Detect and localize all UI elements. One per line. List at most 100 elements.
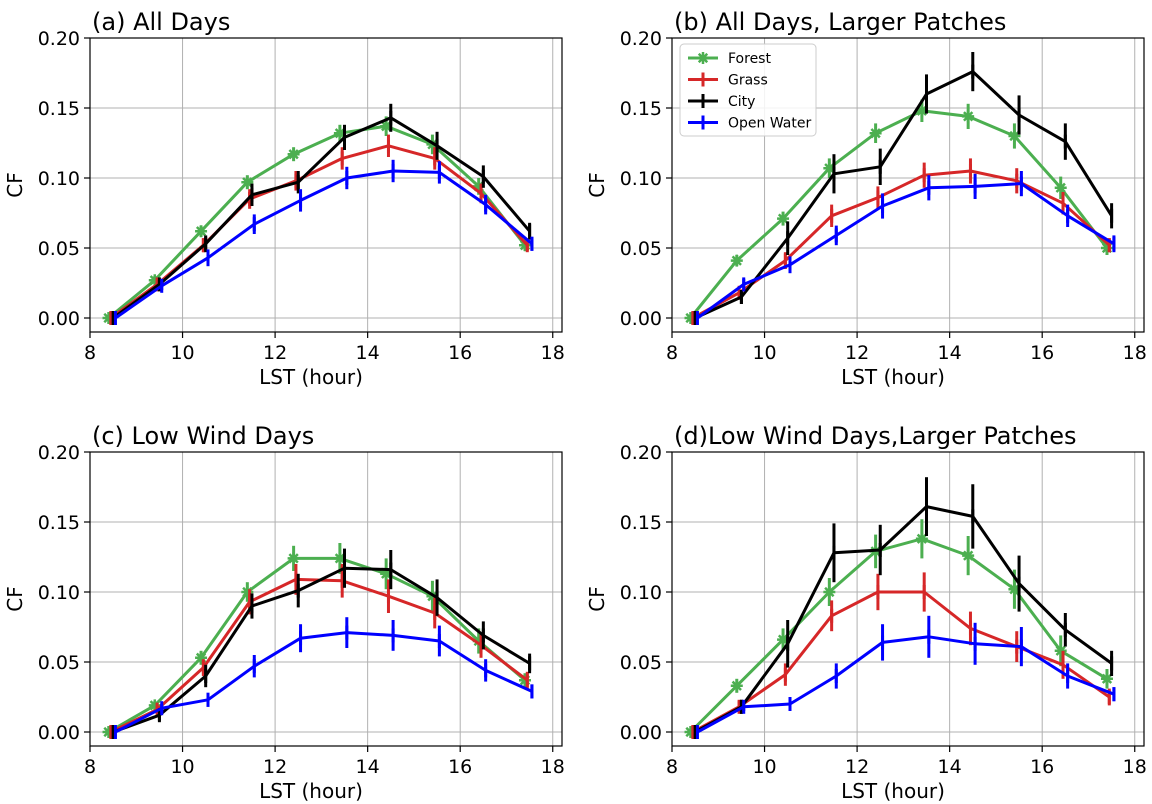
x-tick-label: 10 bbox=[170, 756, 194, 778]
data-point-forest bbox=[195, 651, 208, 664]
data-point-forest bbox=[380, 120, 393, 133]
y-tick-label: 0.00 bbox=[38, 308, 80, 330]
chart-panel-b: 8 10 12 14 16 18 0.00 0.05 0.10 0.15 0.20 (b) All D… bbox=[585, 8, 1147, 389]
data-point-forest bbox=[518, 239, 531, 252]
data-point-forest bbox=[1100, 242, 1113, 254]
data-point-forest bbox=[287, 148, 300, 161]
data-point-forest bbox=[823, 162, 836, 175]
x-tick-label: 12 bbox=[263, 756, 287, 778]
chart-panel-a: 8 10 12 14 16 18 0.00 0.05 0.10 0.15 0.20 (a) All D… bbox=[3, 8, 565, 389]
series-line-city bbox=[112, 116, 531, 320]
y-tick-label: 0.05 bbox=[620, 238, 662, 260]
series-line-forest bbox=[689, 109, 1109, 319]
x-tick-label: 18 bbox=[1123, 756, 1147, 778]
series-line-forest bbox=[107, 124, 527, 320]
y-tick-label: 0.05 bbox=[620, 652, 662, 674]
series-line-open-water bbox=[696, 182, 1115, 320]
panel-title: (a) All Days bbox=[92, 8, 230, 36]
x-tick-label: 18 bbox=[1123, 342, 1147, 364]
legend: Forest Grass City Open Water bbox=[679, 43, 817, 137]
data-point-forest bbox=[333, 127, 346, 140]
series-line-open-water bbox=[114, 631, 533, 734]
series-line-open-water bbox=[696, 635, 1115, 734]
y-tick-label: 0.10 bbox=[620, 582, 662, 604]
panel-title: (d)Low Wind Days,Larger Patches bbox=[674, 422, 1077, 450]
x-tick-label: 10 bbox=[752, 756, 776, 778]
x-tick-label: 12 bbox=[845, 342, 869, 364]
data-point-forest bbox=[102, 726, 115, 738]
data-point-forest bbox=[1054, 644, 1067, 657]
plot-frame bbox=[671, 37, 1145, 333]
y-tick-label: 0.00 bbox=[38, 722, 80, 744]
y-tick-label: 0.00 bbox=[620, 722, 662, 744]
x-tick-label: 16 bbox=[1030, 342, 1054, 364]
plot-frame bbox=[671, 451, 1145, 747]
y-tick-label: 0.15 bbox=[38, 512, 80, 534]
y-tick-label: 0.20 bbox=[620, 28, 662, 50]
y-tick-label: 0.10 bbox=[620, 168, 662, 190]
x-axis-label: LST (hour) bbox=[841, 365, 945, 389]
legend-marker-forest bbox=[697, 52, 709, 64]
plot-frame bbox=[89, 37, 563, 333]
y-axis-label: CF bbox=[3, 172, 27, 197]
series-line-grass bbox=[692, 590, 1111, 734]
series-line-city bbox=[694, 505, 1113, 734]
data-point-forest bbox=[915, 532, 928, 545]
data-point-forest bbox=[148, 699, 161, 712]
x-tick-label: 10 bbox=[170, 342, 194, 364]
x-tick-label: 16 bbox=[448, 342, 472, 364]
series-line-forest bbox=[107, 556, 526, 734]
x-tick-label: 12 bbox=[263, 342, 287, 364]
data-point-forest bbox=[1008, 583, 1021, 596]
legend-label-grass: Grass bbox=[728, 73, 768, 89]
data-point-forest bbox=[915, 104, 928, 117]
y-axis-label: CF bbox=[3, 586, 27, 611]
data-point-forest bbox=[380, 567, 393, 580]
y-tick-label: 0.15 bbox=[620, 98, 662, 120]
data-point-forest bbox=[777, 633, 790, 646]
data-point-forest bbox=[472, 180, 485, 193]
data-point-forest bbox=[148, 274, 161, 287]
legend-label-city: City bbox=[728, 94, 755, 110]
data-point-forest bbox=[962, 549, 975, 562]
data-point-forest bbox=[333, 552, 346, 565]
y-tick-label: 0.20 bbox=[38, 442, 80, 464]
panel-title: (c) Low Wind Days bbox=[92, 422, 314, 450]
panel-title: (b) All Days, Larger Patches bbox=[674, 8, 1006, 36]
data-point-forest bbox=[472, 635, 485, 647]
y-tick-label: 0.20 bbox=[620, 442, 662, 464]
legend-box bbox=[679, 43, 817, 137]
data-point-forest bbox=[730, 254, 743, 267]
data-point-forest bbox=[777, 212, 790, 225]
series-line-forest bbox=[689, 537, 1108, 734]
data-point-forest bbox=[823, 586, 836, 598]
y-tick-label: 0.15 bbox=[38, 98, 80, 120]
y-tick-label: 0.15 bbox=[620, 512, 662, 534]
x-tick-label: 8 bbox=[84, 342, 96, 364]
y-tick-label: 0.20 bbox=[38, 28, 80, 50]
x-tick-label: 8 bbox=[84, 756, 96, 778]
x-tick-label: 12 bbox=[845, 756, 869, 778]
x-tick-label: 8 bbox=[666, 756, 678, 778]
legend-label-open-water: Open Water bbox=[728, 116, 811, 132]
data-point-forest bbox=[730, 679, 743, 692]
x-tick-label: 16 bbox=[448, 756, 472, 778]
data-point-forest bbox=[102, 312, 115, 324]
y-tick-label: 0.05 bbox=[38, 238, 80, 260]
plot-frame bbox=[89, 451, 563, 747]
data-point-forest bbox=[241, 176, 254, 189]
chart-panel-c: 8 10 12 14 16 18 0.00 0.05 0.10 0.15 0.20 (c) Low W… bbox=[3, 422, 565, 803]
series-line-city bbox=[112, 566, 531, 734]
data-point-forest bbox=[962, 110, 975, 123]
y-axis-label: CF bbox=[585, 172, 609, 197]
y-axis-label: CF bbox=[585, 586, 609, 611]
x-tick-label: 18 bbox=[541, 342, 565, 364]
data-point-forest bbox=[241, 586, 254, 598]
legend-label-forest: Forest bbox=[728, 51, 771, 67]
y-tick-label: 0.10 bbox=[38, 168, 80, 190]
x-tick-label: 14 bbox=[938, 756, 962, 778]
data-point-forest bbox=[1008, 130, 1021, 142]
x-tick-label: 8 bbox=[666, 342, 678, 364]
x-axis-label: LST (hour) bbox=[259, 365, 363, 389]
